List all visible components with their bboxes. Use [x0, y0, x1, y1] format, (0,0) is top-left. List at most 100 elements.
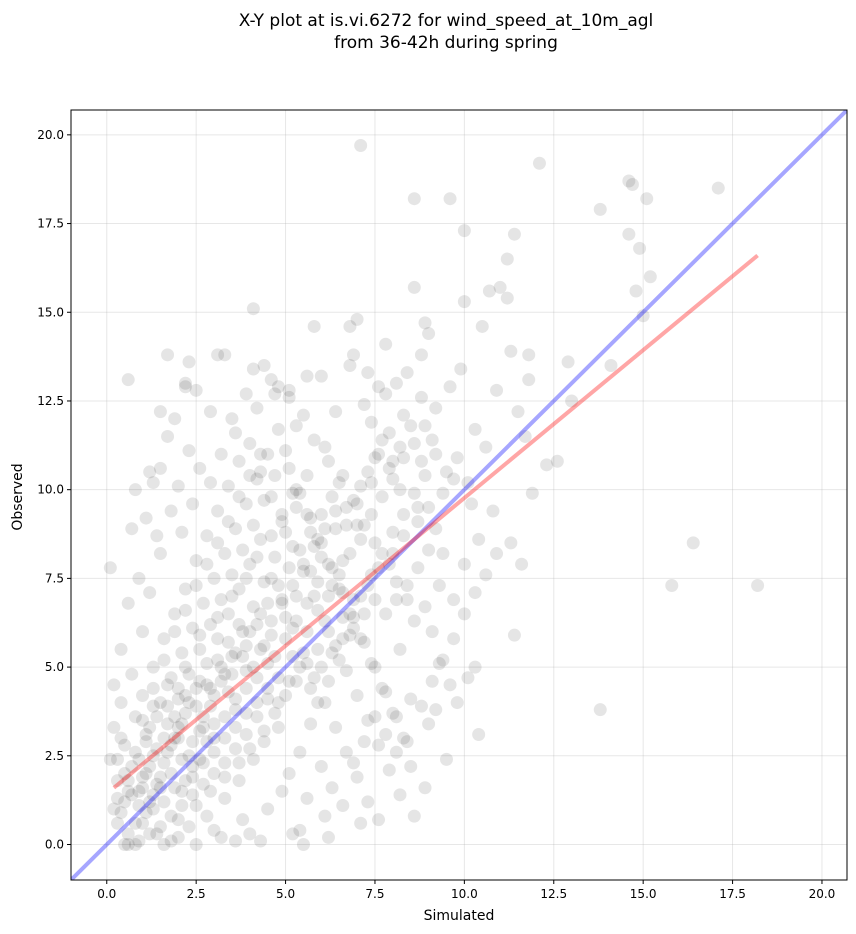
scatter-point [254, 834, 268, 848]
scatter-point [110, 816, 124, 830]
scatter-point [386, 472, 400, 486]
scatter-point [132, 834, 146, 848]
scatter-point [386, 547, 400, 561]
scatter-point [436, 653, 450, 667]
scatter-point [407, 809, 421, 823]
scatter-point [110, 774, 124, 788]
scatter-point [422, 500, 436, 514]
scatter-point [200, 678, 214, 692]
scatter-point [189, 383, 203, 397]
scatter-point [307, 589, 321, 603]
scatter-point [168, 710, 182, 724]
scatter-point [153, 696, 167, 710]
scatter-point [665, 578, 679, 592]
scatter-point [311, 642, 325, 656]
scatter-point [314, 508, 328, 522]
scatter-point [168, 607, 182, 621]
scatter-point [386, 706, 400, 720]
scatter-point [168, 625, 182, 639]
scatter-point [751, 578, 765, 592]
scatter-point [157, 838, 171, 852]
scatter-point [457, 295, 471, 309]
scatter-point [500, 252, 514, 266]
scatter-point [225, 412, 239, 426]
scatter-point [125, 667, 139, 681]
scatter-point [282, 390, 296, 404]
scatter-point [565, 394, 579, 408]
scatter-point [307, 671, 321, 685]
scatter-point [171, 681, 185, 695]
scatter-point [300, 468, 314, 482]
scatter-point [250, 472, 264, 486]
y-tick-label: 10.0 [37, 483, 64, 497]
scatter-point [418, 468, 432, 482]
scatter-point [479, 568, 493, 582]
scatter-point [139, 767, 153, 781]
scatter-point [228, 720, 242, 734]
scatter-point [400, 735, 414, 749]
scatter-point [143, 795, 157, 809]
scatter-point [311, 603, 325, 617]
scatter-point [472, 532, 486, 546]
scatter-point [418, 316, 432, 330]
scatter-point [132, 798, 146, 812]
scatter-point [125, 522, 139, 536]
scatter-point [211, 504, 225, 518]
scatter-point [168, 731, 182, 745]
scatter-point [153, 781, 167, 795]
scatter-point [397, 408, 411, 422]
scatter-point [221, 635, 235, 649]
scatter-point [354, 632, 368, 646]
scatter-point [550, 454, 564, 468]
scatter-point [397, 529, 411, 543]
scatter-point [114, 696, 128, 710]
scatter-point [254, 447, 268, 461]
scatter-point [221, 479, 235, 493]
y-tick-label: 0.0 [45, 838, 64, 852]
scatter-point [143, 759, 157, 773]
scatter-point [236, 625, 250, 639]
scatter-point [118, 738, 132, 752]
scatter-point [214, 447, 228, 461]
scatter-point [389, 575, 403, 589]
scatter-point [397, 731, 411, 745]
scatter-point [239, 728, 253, 742]
scatter-point [343, 628, 357, 642]
scatter-point [186, 759, 200, 773]
scatter-point [136, 688, 150, 702]
scatter-point [468, 586, 482, 600]
scatter-point [203, 784, 217, 798]
scatter-point [443, 380, 457, 394]
scatter-point [311, 575, 325, 589]
scatter-point [200, 735, 214, 749]
scatter-point [207, 823, 221, 837]
scatter-point [325, 781, 339, 795]
scatter-point [321, 454, 335, 468]
scatter-point [218, 547, 232, 561]
scatter-point [228, 646, 242, 660]
scatter-point [296, 838, 310, 852]
scatter-point [153, 547, 167, 561]
scatter-point [186, 770, 200, 784]
scatter-point [382, 461, 396, 475]
scatter-point [307, 539, 321, 553]
scatter-point [561, 355, 575, 369]
scatter-point [407, 280, 421, 294]
scatter-point [286, 827, 300, 841]
scatter-point [114, 806, 128, 820]
x-tick-label: 10.0 [451, 887, 478, 901]
scatter-point [411, 515, 425, 529]
scatter-point [296, 557, 310, 571]
scatter-point [153, 820, 167, 834]
scatter-point [136, 713, 150, 727]
scatter-point [200, 529, 214, 543]
scatter-point [118, 838, 132, 852]
scatter-point [271, 696, 285, 710]
scatter-point [189, 554, 203, 568]
scatter-point [515, 557, 529, 571]
scatter-point [246, 600, 260, 614]
scatter-point [289, 614, 303, 628]
scatter-point [243, 625, 257, 639]
scatter-point [232, 756, 246, 770]
scatter-point [407, 192, 421, 206]
